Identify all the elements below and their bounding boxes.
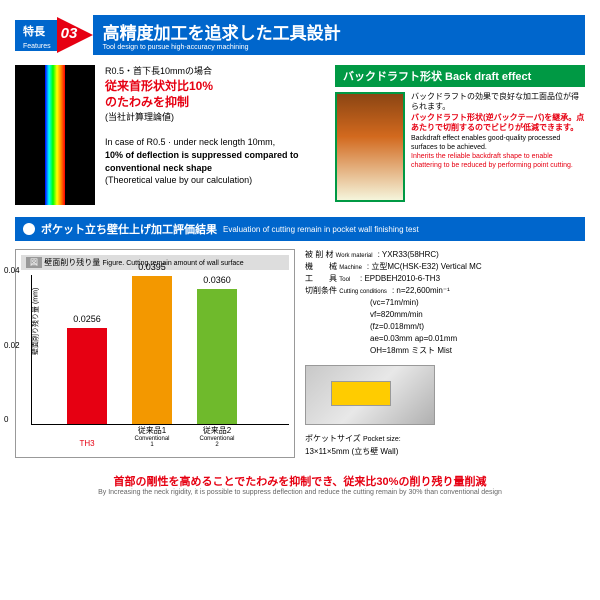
pocket-image (305, 365, 435, 425)
back-text: バックドラフトの効果で良好な加工面品位が得られます。 バックドラフト形状(逆バッ… (411, 92, 585, 202)
info-box: 被 削 材 Work material: YXR33(58HRC)機 械 Mac… (305, 249, 585, 458)
section-header: ポケット立ち壁仕上げ加工評価結果 Evaluation of cutting r… (15, 217, 585, 241)
back-image (335, 92, 405, 202)
feat-en: Features (15, 42, 59, 51)
content-row-1: R0.5・首下長10mmの場合 従来首形状対比10% のたわみを抑制 (当社計算… (15, 65, 585, 205)
info-extra: vf=820mm/min (370, 309, 585, 321)
circle-icon (23, 223, 35, 235)
bar: 0.0395従来品1Conventional 1 (132, 276, 172, 424)
back-header: バックドラフト形状 Back draft effect (335, 65, 585, 87)
title-en: Tool design to pursue high-accuracy mach… (103, 44, 575, 51)
bar: 0.0256TH3 (67, 328, 107, 424)
info-row: 切削条件 Cutting conditions: n=22,600min⁻¹ (305, 285, 585, 297)
chart-box: 図 壁面削り残り量 Figure. Cutting remain amount … (15, 249, 295, 458)
fem-case: R0.5・首下長10mmの場合 (105, 65, 325, 78)
title-jp: 高精度加工を追求した工具設計 (103, 19, 575, 44)
fem-en2: 10% of deflection is suppressed compared… (105, 149, 325, 174)
info-extra: ae=0.03mm ap=0.01mm (370, 333, 585, 345)
chart-title-jp: 壁面削り残り量 (44, 258, 100, 267)
fem-note: (当社計算理論値) (105, 111, 325, 124)
info-row: 被 削 材 Work material: YXR33(58HRC) (305, 249, 585, 261)
back-en1: Backdraft effect enables good-quality pr… (411, 134, 585, 152)
y-axis-label: 壁面削り残り量 (mm) (31, 287, 41, 354)
title-box: 高精度加工を追求した工具設計 Tool design to pursue hig… (93, 15, 585, 55)
info-row: 工 具 Tool: EPDBEH2010-6-TH3 (305, 273, 585, 285)
number-triangle: 03 (57, 17, 93, 53)
info-extra: (vc=71m/min) (370, 297, 585, 309)
chart-area: 図 壁面削り残り量 Figure. Cutting remain amount … (15, 249, 585, 458)
footer-en: By Increasing the neck rigidity, it is p… (15, 489, 585, 496)
info-extra: OH=18mm ミスト Mist (370, 345, 585, 357)
fem-en3: (Theoretical value by our calculation) (105, 174, 325, 187)
pocket-label: ポケットサイズ Pocket size: (305, 433, 585, 446)
feat-jp: 特長 (15, 20, 59, 42)
fem-image (15, 65, 95, 205)
back-red: バックドラフト形状(逆バックテーパ)を継承。点あたりで切削するのでビビりが低減で… (411, 113, 585, 134)
back-en2: Inherits the reliable backdraft shape to… (411, 152, 585, 170)
info-extra: (fz=0.018mm/t) (370, 321, 585, 333)
footer-jp: 首部の剛性を高めることでたわみを抑制でき、従来比30%の削り残り量削減 (15, 473, 585, 489)
section-jp: ポケット立ち壁仕上げ加工評価結果 (41, 221, 217, 237)
fem-en1: In case of R0.5 · under neck length 10mm… (105, 136, 325, 149)
feature-label: 特長 Features (15, 20, 59, 51)
info-row: 機 械 Machine: 立型MC(HSK-E32) Vertical MC (305, 261, 585, 273)
feature-number: 03 (61, 25, 78, 42)
header: 特長 Features 03 高精度加工を追求した工具設計 Tool desig… (15, 15, 585, 55)
fem-red1: 従来首形状対比10% (105, 78, 325, 95)
backdraft-section: バックドラフト形状 Back draft effect バックドラフトの効果で良… (335, 65, 585, 205)
back-jp1: バックドラフトの効果で良好な加工面品位が得られます。 (411, 92, 585, 113)
bar: 0.0360従来品2Conventional 2 (197, 289, 237, 424)
fem-red2: のたわみを抑制 (105, 94, 325, 111)
fem-text: R0.5・首下長10mmの場合 従来首形状対比10% のたわみを抑制 (当社計算… (105, 65, 325, 205)
bar-chart: 壁面削り残り量 (mm) 00.020.040.0256TH30.0395従来品… (31, 275, 289, 425)
footer: 首部の剛性を高めることでたわみを抑制でき、従来比30%の削り残り量削減 By I… (15, 473, 585, 496)
pocket-value: 13×11×5mm (立ち壁 Wall) (305, 446, 585, 458)
back-content: バックドラフトの効果で良好な加工面品位が得られます。 バックドラフト形状(逆バッ… (335, 92, 585, 202)
chart-title-en: Figure. Cutting remain amount of wall su… (102, 260, 243, 267)
section-en: Evaluation of cutting remain in pocket w… (223, 225, 419, 234)
